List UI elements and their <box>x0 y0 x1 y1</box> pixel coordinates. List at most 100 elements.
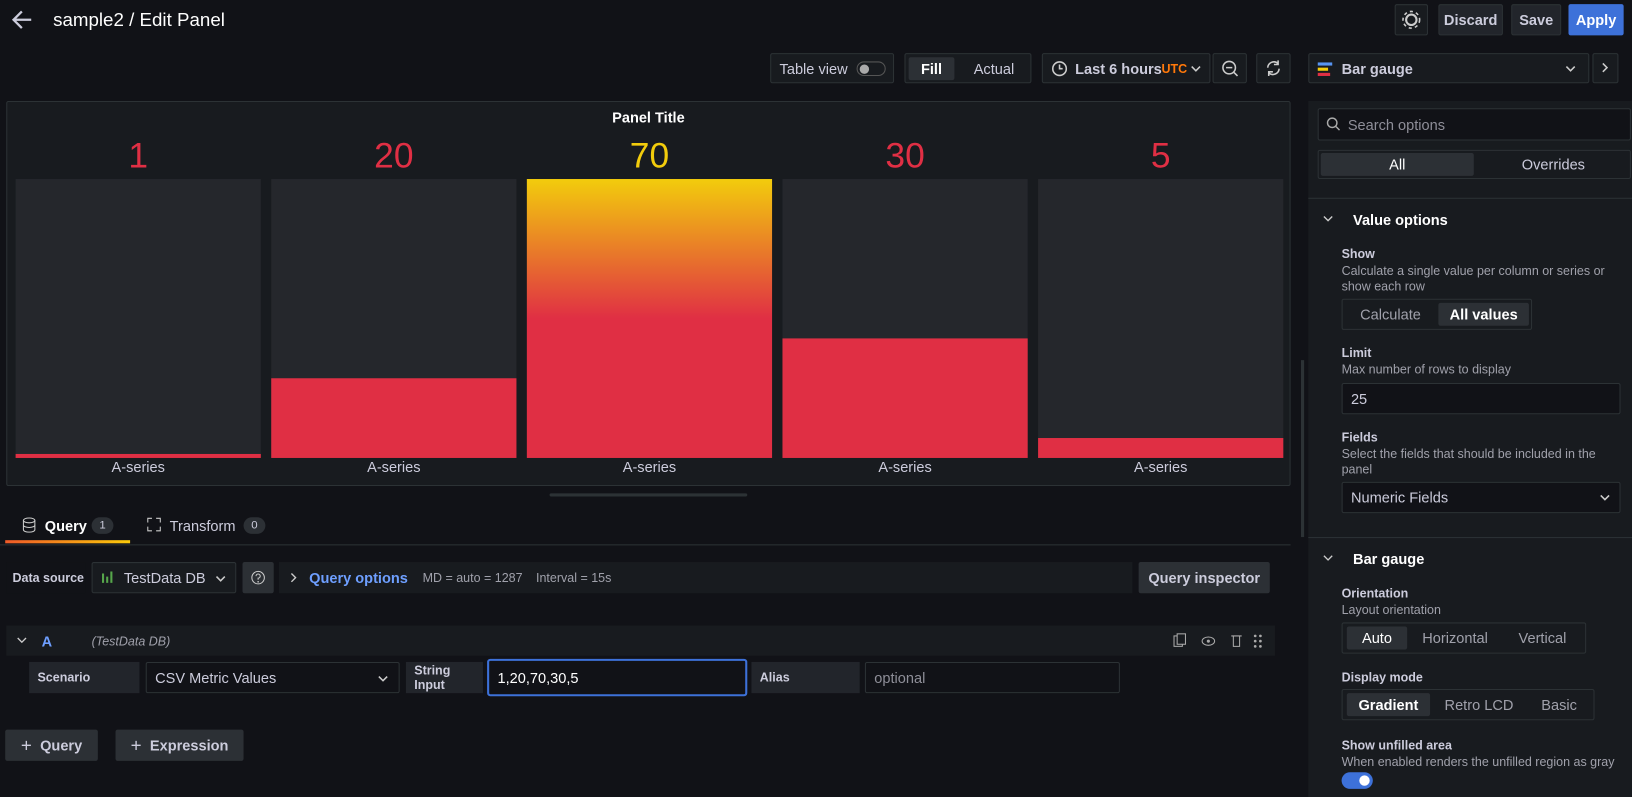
interval: Interval = 15s <box>536 570 612 585</box>
radio-option[interactable]: Gradient <box>1346 693 1431 717</box>
shape <box>22 520 36 533</box>
show-radio: Calculate All values <box>1341 298 1533 330</box>
shape <box>1058 64 1063 70</box>
shape <box>1317 72 1331 76</box>
shape <box>251 570 265 585</box>
icon <box>1317 62 1333 76</box>
actual-option[interactable]: Actual <box>973 60 1015 78</box>
shape <box>1405 13 1418 27</box>
visualization-picker[interactable]: Bar gauge <box>1308 53 1590 84</box>
scenario: CSV Metric Values <box>155 669 277 686</box>
query-options: Query options <box>309 569 408 586</box>
radio-option[interactable]: Vertical <box>1518 629 1567 647</box>
gauge-value: 5 <box>1151 137 1171 176</box>
icon <box>1266 60 1280 76</box>
query-options-bar[interactable]: Query options MD = auto = 1287 Interval … <box>278 562 1133 594</box>
radio-option[interactable]: All values <box>1438 302 1529 326</box>
radio-option[interactable]: Retro LCD <box>1444 696 1514 713</box>
alias-input[interactable]: optional <box>864 661 1120 694</box>
fields-select[interactable]: Numeric Fields <box>1341 481 1621 514</box>
search-options[interactable]: Search options <box>1317 108 1631 141</box>
help-button[interactable] <box>242 562 274 594</box>
gauge-bar <box>782 338 1028 458</box>
section-title[interactable]: Bar gauge <box>1353 550 1425 568</box>
shape <box>257 580 259 583</box>
table-view-toggle[interactable]: Table view <box>770 53 895 84</box>
shape <box>17 637 27 644</box>
fill-option[interactable]: Fill <box>908 57 955 81</box>
icon <box>251 570 265 585</box>
radio-option[interactable]: Auto <box>1346 626 1408 650</box>
data-source-label: Data source <box>6 562 86 594</box>
radio-option[interactable]: Calculate <box>1360 305 1421 323</box>
back-icon[interactable] <box>10 8 35 31</box>
settings-button[interactable] <box>1394 4 1428 36</box>
section-title[interactable]: Value options <box>1353 211 1448 228</box>
icon <box>1565 66 1576 72</box>
gauge-bar <box>1038 438 1284 458</box>
knob <box>859 64 870 74</box>
divider <box>1308 197 1632 199</box>
time-picker[interactable]: Last 6 hours UTC <box>1041 53 1211 84</box>
icon <box>290 573 297 583</box>
gauge-label: A-series <box>112 460 165 476</box>
shape <box>1259 634 1262 638</box>
scenario-select[interactable]: CSV Metric Values <box>145 661 400 694</box>
query-ref[interactable]: A <box>41 632 53 650</box>
overrides-tab[interactable]: Overrides <box>1521 156 1585 173</box>
option-label: Orientation <box>1341 585 1409 601</box>
label: Expression <box>149 736 229 754</box>
shape <box>147 517 161 532</box>
option-label: Display mode <box>1341 670 1423 685</box>
shape <box>1600 494 1610 501</box>
gauge-label: A-series <box>1134 460 1187 476</box>
page-title: sample2 / Edit Panel <box>53 9 225 31</box>
query-tab[interactable]: Query <box>44 517 87 534</box>
all-tab[interactable]: All <box>1320 152 1474 176</box>
add-query[interactable]: + Query <box>5 729 98 761</box>
option-label: Show <box>1341 246 1375 262</box>
save-button[interactable]: Save <box>1511 4 1562 36</box>
query-source: (TestData DB) <box>91 633 171 649</box>
plus: + <box>130 734 142 756</box>
discard-button[interactable]: Discard <box>1438 4 1503 36</box>
shape <box>1259 639 1262 643</box>
icon <box>1600 494 1610 501</box>
shape <box>1253 639 1257 643</box>
transform-count: 0 <box>243 517 266 534</box>
data-source-select[interactable]: TestData DB <box>91 562 237 594</box>
splitter[interactable] <box>549 493 748 497</box>
time-range: Last 6 hours <box>1075 60 1162 78</box>
bar-gauge: Panel Title 1 A-series 20 A-series 70 A-series… <box>15 110 1284 476</box>
add-expression[interactable]: + Expression <box>115 729 244 761</box>
refresh[interactable] <box>1256 53 1291 84</box>
shape <box>101 573 105 583</box>
string-input-label: String Input <box>405 661 483 694</box>
zoom-out[interactable] <box>1212 53 1247 84</box>
fill-actual: Fill Actual <box>904 53 1032 84</box>
shape <box>1565 66 1576 72</box>
transform-icon <box>147 517 161 532</box>
transform-tab[interactable]: Transform <box>169 517 236 534</box>
display-radio: Gradient Retro LCD Basic <box>1341 689 1595 721</box>
radio-option[interactable]: Horizontal <box>1422 629 1488 647</box>
collapse-options[interactable] <box>1592 53 1619 84</box>
icon <box>1191 66 1201 72</box>
divider <box>0 544 1291 546</box>
pane-resizer <box>1301 360 1305 538</box>
shape <box>378 675 388 682</box>
icon <box>101 571 113 583</box>
limit-input[interactable]: 25 <box>1341 383 1621 415</box>
scenario-label: Scenario <box>29 661 140 694</box>
shape <box>1317 67 1329 71</box>
radio-option[interactable]: Basic <box>1541 696 1577 713</box>
apply-button[interactable]: Apply <box>1568 4 1624 36</box>
query-inspector[interactable]: Query inspector <box>1138 562 1270 594</box>
gauge-value: 30 <box>885 137 924 176</box>
option-desc: Layout orientation <box>1341 602 1441 618</box>
string-input[interactable]: 1,20,70,30,5 <box>487 658 748 697</box>
shape <box>1051 61 1068 77</box>
option-desc: Select the fields that should be include… <box>1341 446 1596 477</box>
shape <box>1335 125 1341 131</box>
query-row-header: A (TestData DB) <box>6 625 1275 656</box>
